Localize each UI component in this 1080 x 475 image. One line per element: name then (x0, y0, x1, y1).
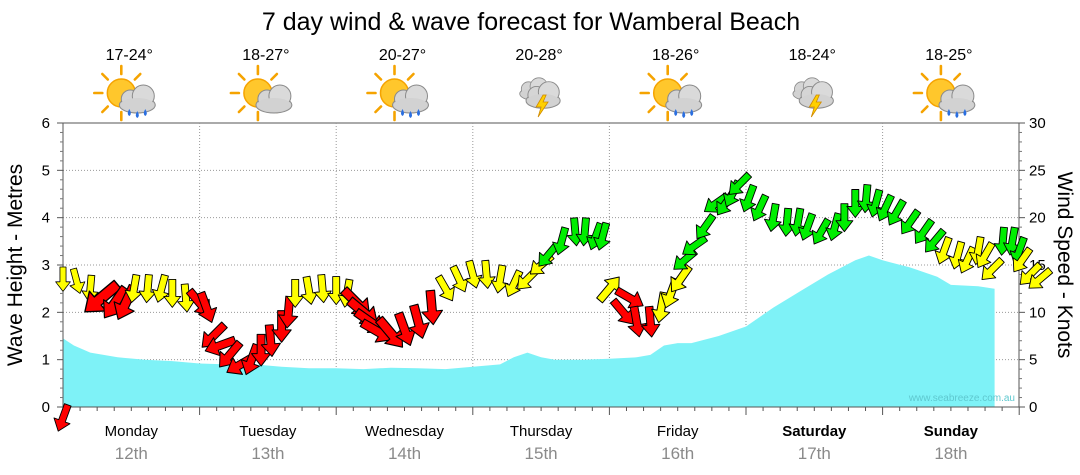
day-name: Wednesday (365, 423, 444, 440)
partly-cloudy-showers-icon (93, 64, 156, 122)
y-left-tick-label: 4 (42, 210, 50, 227)
wave-series (63, 255, 995, 407)
day-date: 13th (251, 444, 284, 463)
temperature-range: 18-25° (925, 47, 972, 64)
day-label-sunday: Sunday 18th (924, 423, 979, 463)
partly-cloudy-showers-icon (912, 64, 976, 122)
temperature-range: 20-28° (515, 47, 562, 64)
weather-forecast: 17-24° 18-27° 20-27° 20-28° 18-26° 18-24° 18-2… (93, 47, 976, 122)
forecast-thursday: 20-28° (515, 47, 563, 118)
wave-area (63, 255, 995, 407)
y-right-tick-label: 5 (1029, 352, 1037, 369)
axes: 0123456051015202530 (42, 115, 1046, 416)
temperature-range: 18-26° (652, 47, 699, 64)
y-left-tick-label: 5 (42, 162, 50, 179)
y-left-tick-label: 0 (42, 399, 50, 416)
day-label-wednesday: Wednesday 14th (365, 423, 444, 463)
y-right-tick-label: 30 (1029, 115, 1046, 132)
watermark: www.seabreeze.com.au (908, 393, 1015, 404)
y-left-tick-label: 1 (42, 352, 50, 369)
day-label-thursday: Thursday 15th (510, 423, 573, 463)
day-date: 14th (388, 444, 421, 463)
temperature-range: 18-24° (789, 47, 836, 64)
y-axis-right-title: Wind Speed - Knots (1053, 172, 1076, 359)
y-left-tick-label: 6 (42, 115, 50, 132)
day-label-monday: Monday 12th (105, 423, 159, 463)
y-right-tick-label: 25 (1029, 162, 1046, 179)
day-date: 18th (934, 444, 967, 463)
y-right-tick-label: 10 (1029, 304, 1046, 321)
temperature-range: 18-27° (242, 47, 289, 64)
forecast-friday: 18-26° (639, 47, 703, 122)
forecast-tuesday: 18-27° (229, 47, 293, 122)
y-left-tick-label: 3 (42, 257, 50, 274)
partly-cloudy-icon (229, 64, 293, 122)
day-name: Monday (105, 423, 159, 440)
day-date: 15th (525, 444, 558, 463)
day-name: Friday (657, 423, 699, 440)
day-name: Tuesday (239, 423, 296, 440)
y-left-tick-label: 2 (42, 304, 50, 321)
day-label-tuesday: Tuesday 13th (239, 423, 296, 463)
y-right-tick-label: 20 (1029, 210, 1046, 227)
y-right-tick-label: 0 (1029, 399, 1037, 416)
day-label-saturday: Saturday 17th (782, 423, 847, 463)
forecast-monday: 17-24° (93, 47, 156, 122)
day-labels: Monday 12th Tuesday 13th Wednesday 14th Thursd… (105, 423, 979, 463)
partly-cloudy-showers-icon (366, 64, 429, 122)
day-name: Thursday (510, 423, 573, 440)
forecast-wednesday: 20-27° (366, 47, 429, 122)
day-label-friday: Friday 16th (657, 423, 699, 463)
y-axis-left-title: Wave Height - Metres (4, 164, 27, 366)
storm-icon (519, 77, 561, 118)
chart-title: 7 day wind & wave forecast for Wamberal … (262, 8, 800, 36)
day-date: 12th (115, 444, 148, 463)
temperature-range: 17-24° (106, 47, 153, 64)
storm-icon (792, 77, 834, 118)
day-name: Sunday (924, 423, 979, 440)
forecast-saturday: 18-24° (789, 47, 836, 118)
day-name: Saturday (782, 423, 847, 440)
temperature-range: 20-27° (379, 47, 426, 64)
day-date: 17th (798, 444, 831, 463)
day-date: 16th (661, 444, 694, 463)
partly-cloudy-showers-icon (639, 64, 703, 122)
forecast-sunday: 18-25° (912, 47, 976, 122)
